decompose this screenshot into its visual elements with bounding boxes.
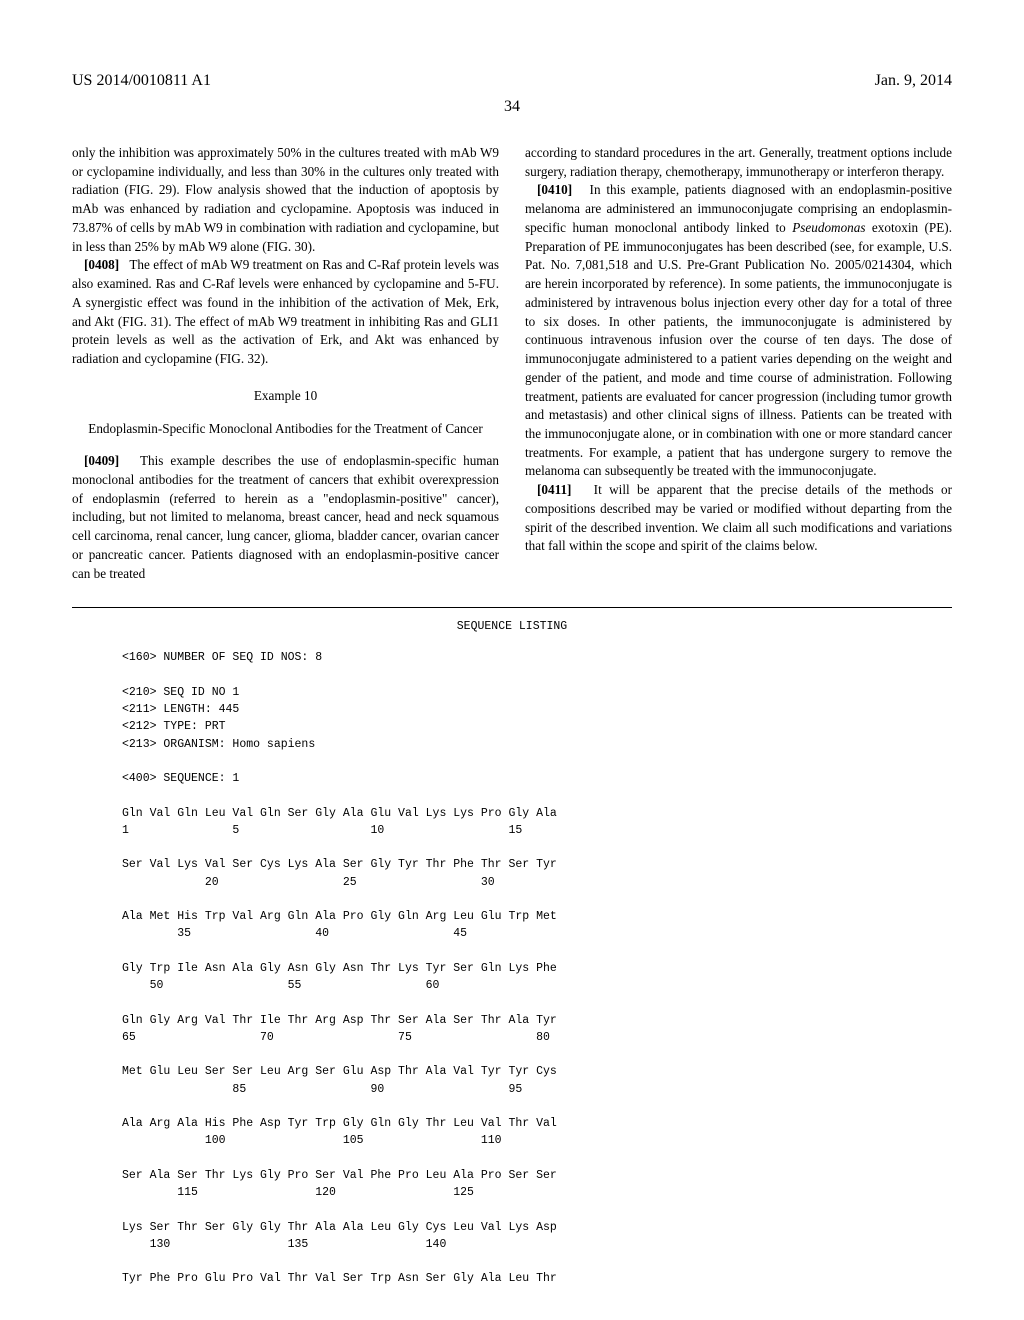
example-title: Endoplasmin-Specific Monoclonal Antibodi… — [72, 420, 499, 439]
para-text: The effect of mAb W9 treatment on Ras an… — [72, 257, 499, 366]
para-text: It will be apparent that the precise det… — [525, 482, 952, 553]
paragraph: according to standard procedures in the … — [525, 144, 952, 181]
para-text: This example describes the use of endopl… — [72, 453, 499, 580]
section-divider — [72, 607, 952, 608]
paragraph: only the inhibition was approximately 50… — [72, 144, 499, 256]
paragraph: [0408] The effect of mAb W9 treatment on… — [72, 256, 499, 368]
publication-number: US 2014/0010811 A1 — [72, 72, 211, 90]
paragraph: [0410] In this example, patients diagnos… — [525, 181, 952, 481]
sequence-listing-body: <160> NUMBER OF SEQ ID NOS: 8 <210> SEQ … — [122, 649, 952, 1287]
right-column: according to standard procedures in the … — [525, 144, 952, 583]
italic-term: Pseudomonas — [792, 220, 865, 235]
para-number: [0409] — [84, 453, 119, 468]
example-heading: Example 10 — [72, 387, 499, 406]
para-number: [0411] — [537, 482, 571, 497]
paragraph: [0409] This example describes the use of… — [72, 452, 499, 583]
paragraph: [0411] It will be apparent that the prec… — [525, 481, 952, 556]
publication-date: Jan. 9, 2014 — [875, 72, 952, 90]
left-column: only the inhibition was approximately 50… — [72, 144, 499, 583]
sequence-listing-title: SEQUENCE LISTING — [72, 620, 952, 633]
para-number: [0408] — [84, 257, 119, 272]
page-number: 34 — [72, 98, 952, 116]
para-text-b: exotoxin (PE). Preparation of PE immunoc… — [525, 220, 952, 479]
para-number: [0410] — [537, 182, 572, 197]
